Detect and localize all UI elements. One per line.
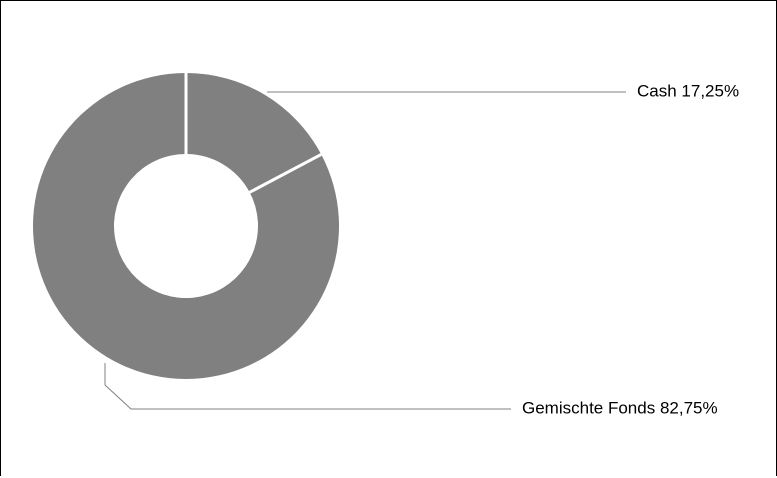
slice-gemischte-fonds <box>32 73 339 379</box>
leader-lines-layer <box>104 91 626 410</box>
slice-separator-1 <box>248 153 322 194</box>
slice-label-cash: Cash 17,25% <box>637 81 739 100</box>
labels-layer: Cash 17,25% Gemischte Fonds 82,75% <box>522 81 739 417</box>
slice-label-gemischte-fonds: Gemischte Fonds 82,75% <box>522 398 718 417</box>
separators-layer <box>184 73 322 194</box>
slice-cash <box>186 73 322 193</box>
leader-line-gemischte-fonds <box>104 363 511 410</box>
slices-layer <box>32 73 339 379</box>
